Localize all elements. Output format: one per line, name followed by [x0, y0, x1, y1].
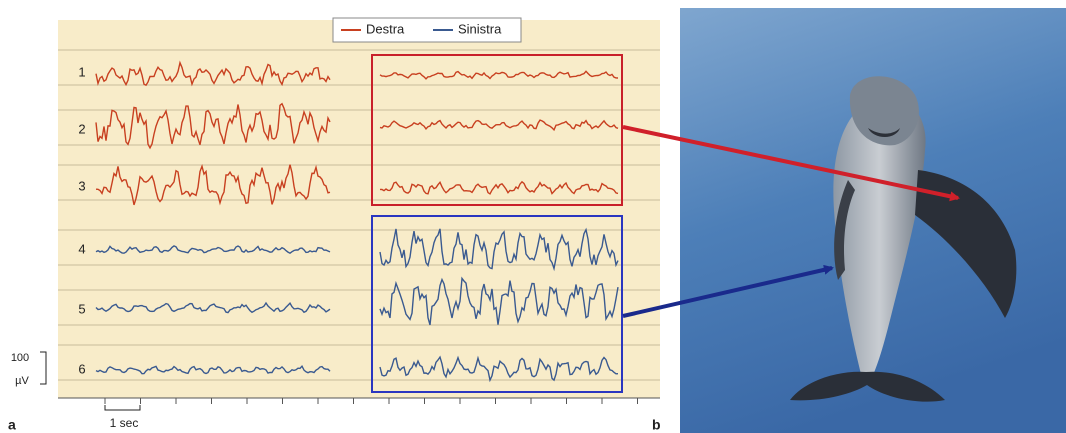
eeg-trace: [95, 102, 331, 150]
scale-amplitude: 100: [11, 352, 29, 364]
channel-label: 1: [78, 64, 85, 79]
panel-label: a: [8, 417, 16, 433]
dolphin: [790, 76, 1017, 402]
right-box: [371, 54, 623, 206]
scale-time: 1 sec: [110, 416, 139, 430]
scale-unit: µV: [15, 375, 29, 387]
legend-label: Destra: [366, 21, 405, 36]
channel-label: 2: [78, 121, 85, 136]
eeg-trace: [379, 276, 619, 326]
legend-label: Sinistra: [458, 21, 502, 36]
eeg-trace: [95, 60, 331, 87]
panel-label: b: [652, 417, 661, 433]
channel-label: 5: [78, 301, 85, 316]
channel-label: 3: [78, 178, 85, 193]
arrow-left: [622, 264, 834, 318]
channel-label: 6: [78, 361, 85, 376]
arrow-right: [622, 125, 960, 202]
time-bar: [104, 405, 141, 411]
eeg-trace: [379, 355, 619, 383]
traces: [95, 60, 619, 383]
eeg-trace: [95, 364, 331, 375]
eeg-trace: [95, 301, 331, 314]
grid: [58, 49, 660, 404]
legend: [332, 17, 522, 43]
left-box: [371, 215, 623, 393]
eeg-trace: [95, 245, 331, 255]
eeg-trace: [379, 70, 619, 80]
eeg-trace: [379, 180, 619, 195]
amplitude-bar: [40, 351, 47, 385]
panel-background: [58, 20, 660, 398]
eeg-trace: [95, 164, 331, 206]
eeg-trace: [379, 119, 619, 132]
channel-label: 4: [78, 241, 85, 256]
eeg-trace: [379, 227, 619, 272]
